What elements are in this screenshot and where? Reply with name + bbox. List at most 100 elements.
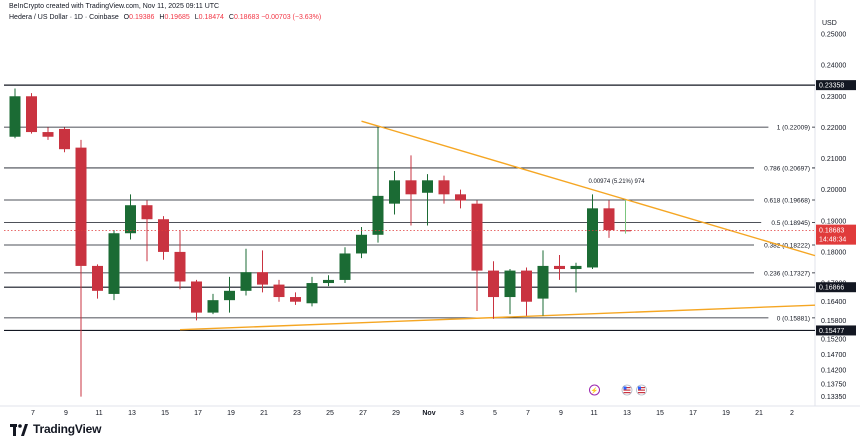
- price-tick-label: 0.21000: [821, 156, 846, 163]
- fib-label-bg: [761, 218, 812, 227]
- fib-label-bg: [754, 163, 812, 172]
- candle: [9, 88, 21, 139]
- price-tick-label: 0.17000: [821, 281, 846, 288]
- candle-body: [554, 265, 565, 270]
- fib-label-bg: [768, 123, 812, 132]
- candle-body: [42, 132, 54, 137]
- price-tick-label: 0.15200: [821, 337, 846, 344]
- candle-body: [323, 279, 334, 284]
- candle: [471, 200, 483, 312]
- candle-body: [125, 205, 136, 234]
- price-tick-label: 0.15800: [821, 318, 846, 325]
- candle-body: [158, 219, 169, 252]
- time-tick-label: 19: [227, 410, 235, 417]
- candle: [405, 155, 417, 226]
- candle-body: [603, 208, 615, 231]
- tradingview-wordmark: TradingView: [33, 422, 102, 436]
- time-tick-label: 23: [293, 410, 301, 417]
- candle-body: [92, 265, 103, 291]
- current-price-tag: [816, 224, 856, 245]
- candle: [603, 200, 615, 238]
- fib-label-bg: [754, 268, 812, 277]
- chart-credit: BeInCrypto created with TradingView.com,…: [9, 3, 220, 10]
- candle: [339, 247, 351, 284]
- candle: [92, 264, 103, 299]
- candle-body: [537, 265, 549, 299]
- candle-body: [108, 233, 120, 294]
- countdown-label: 14:48:34: [819, 237, 846, 244]
- price-tick-label: 0.13750: [821, 382, 846, 389]
- candle: [191, 279, 202, 321]
- price-tick-label: 0.22000: [821, 125, 846, 132]
- trendline-upper: [361, 120, 816, 257]
- candle: [290, 292, 301, 305]
- close-label: C: [228, 14, 234, 21]
- candle: [570, 262, 582, 293]
- time-tick-label: 27: [359, 410, 367, 417]
- time-tick-label: 13: [128, 410, 136, 417]
- low-label: L: [194, 14, 199, 21]
- flag-stripe: [638, 387, 645, 389]
- candles: [9, 88, 631, 397]
- flag-stripe: [638, 389, 645, 391]
- candle: [273, 279, 285, 302]
- time-tick-label: 15: [161, 410, 169, 417]
- flag-stripe: [638, 392, 645, 394]
- time-tick-label: 25: [326, 410, 334, 417]
- price-tick-label: 0.23000: [821, 94, 846, 101]
- time-tick-label: 21: [260, 410, 268, 417]
- earnings-event-icon: [589, 384, 600, 396]
- candle: [306, 276, 318, 307]
- candle-body: [356, 234, 367, 254]
- candle: [42, 127, 54, 140]
- price-tick-label: 0.13350: [821, 394, 846, 401]
- candle: [587, 194, 598, 270]
- fib-label-bg: [754, 241, 812, 250]
- time-tick-label: 7: [31, 410, 35, 417]
- candle: [158, 216, 169, 260]
- symbol-name[interactable]: Hedera / US Dollar · 1D · Coinbase: [9, 14, 119, 21]
- candle: [257, 250, 268, 293]
- candle-body: [422, 180, 433, 193]
- candle-body: [471, 203, 483, 271]
- candle-body: [9, 96, 21, 137]
- high-value: 0.19685: [164, 14, 190, 21]
- candle-body: [438, 180, 450, 195]
- trendline-lower: [179, 304, 816, 331]
- price-tick-label: 0.14700: [821, 352, 846, 359]
- event-markers: ⚡: [589, 384, 647, 396]
- candle-body: [306, 283, 318, 304]
- low-value: 0.18474: [198, 14, 224, 21]
- candle: [240, 248, 252, 296]
- candle-body: [488, 270, 499, 298]
- horizontal-level-label: 0.16866: [819, 285, 844, 292]
- time-tick-label: Nov: [422, 410, 435, 417]
- candle-body: [207, 300, 219, 313]
- candle: [504, 269, 516, 315]
- candle-body: [191, 281, 202, 313]
- price-tick-label: 0.24000: [821, 63, 846, 70]
- time-tick-label: 11: [95, 410, 102, 417]
- candle-body: [504, 270, 516, 298]
- fib-label-bg: [768, 313, 812, 322]
- horizontal-level-tag: [816, 325, 856, 336]
- time-axis: 7 9 11 13 15 17 19 21 23 25 27 29 Nov 3 5 7 9 11 13 15 17 19 2…: [31, 410, 794, 417]
- candle-body: [290, 297, 301, 302]
- candle: [389, 170, 400, 215]
- candle: [438, 175, 450, 204]
- flag-stripe: [623, 387, 631, 389]
- chart-grid: [0, 0, 860, 407]
- time-tick-label: 17: [194, 410, 202, 417]
- tradingview-logo[interactable]: TradingView: [10, 422, 101, 436]
- candle: [488, 261, 499, 319]
- time-tick-label: 17: [689, 410, 697, 417]
- price-tick-label: 0.16400: [821, 299, 846, 306]
- price-tick-label: 0.14200: [821, 368, 846, 375]
- us-flag-event-icon: [621, 384, 633, 396]
- trendlines: [179, 120, 816, 331]
- horizontal-level-tag: [816, 282, 856, 293]
- candle: [521, 267, 532, 316]
- candle: [125, 194, 136, 240]
- candle-body: [59, 128, 70, 150]
